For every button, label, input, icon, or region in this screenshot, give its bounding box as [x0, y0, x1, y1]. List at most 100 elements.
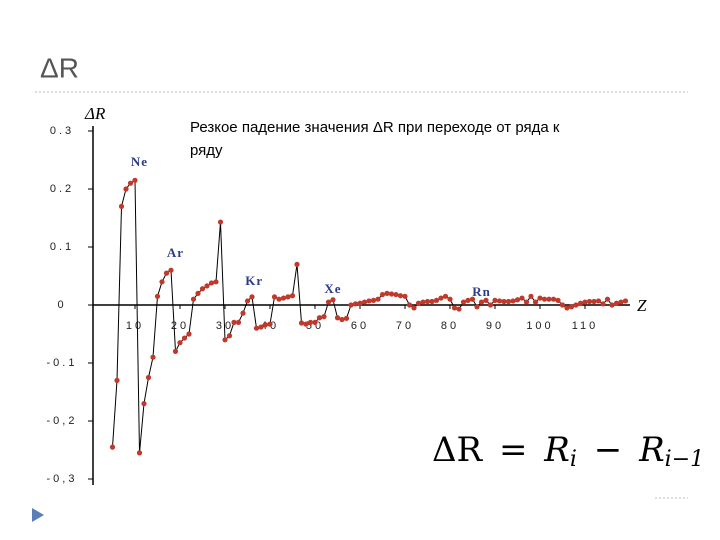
data-point	[469, 296, 476, 302]
data-point	[604, 296, 611, 302]
element-label: Xe	[324, 281, 341, 296]
data-point	[397, 293, 404, 299]
data-point	[258, 324, 264, 330]
data-point	[573, 302, 579, 308]
data-point	[195, 290, 201, 296]
data-point	[609, 302, 615, 308]
y-tick-label: 0.2	[50, 183, 74, 195]
data-point	[168, 267, 174, 273]
data-point	[577, 300, 584, 306]
data-point	[474, 304, 480, 310]
data-point	[325, 299, 332, 305]
data-point	[190, 296, 197, 302]
data-point	[249, 294, 255, 300]
data-point	[478, 299, 485, 305]
slide-title: ΔR	[40, 52, 79, 83]
data-point	[568, 304, 575, 310]
x-tick-label: 90	[486, 320, 504, 332]
data-point	[213, 279, 219, 285]
data-point	[460, 299, 467, 305]
data-point	[208, 280, 215, 286]
data-point	[276, 296, 282, 302]
element-label: Rn	[472, 284, 491, 299]
data-point	[429, 298, 435, 305]
data-point	[181, 335, 188, 341]
data-point	[222, 337, 228, 343]
data-point	[150, 354, 156, 360]
data-point	[528, 293, 534, 299]
formula: ΔR = Ri − Ri−1	[432, 430, 704, 478]
data-point	[546, 296, 552, 302]
data-point	[136, 450, 143, 456]
data-point	[141, 401, 147, 407]
data-point	[406, 302, 413, 308]
data-point	[622, 298, 629, 304]
formula-part: ΔR	[432, 430, 484, 470]
data-point	[271, 294, 278, 300]
data-point	[298, 320, 305, 326]
y-axis-label: ΔR	[84, 104, 106, 123]
annotation: Резкое падение значения ΔR при переходе …	[190, 119, 560, 136]
data-point	[523, 299, 530, 305]
data-point	[235, 319, 242, 325]
x-tick-label: 10	[126, 320, 144, 332]
element-label: Kr	[245, 273, 263, 288]
data-point	[294, 261, 300, 267]
formula-part: i	[570, 447, 577, 472]
data-point	[361, 299, 368, 305]
data-point	[465, 297, 471, 303]
formula-part: =	[499, 430, 528, 470]
data-point	[132, 177, 138, 183]
data-point	[127, 180, 134, 186]
data-point	[379, 291, 386, 298]
data-point	[456, 306, 462, 312]
data-point	[586, 298, 593, 305]
data-point	[496, 298, 503, 304]
data-point	[280, 295, 287, 301]
data-line	[112, 179, 626, 453]
data-point	[514, 297, 521, 303]
x-axis-label: Z	[637, 296, 647, 315]
data-point	[618, 299, 624, 305]
data-point	[159, 279, 165, 285]
data-point	[262, 322, 269, 328]
data-point	[307, 319, 314, 325]
annotation: ряду	[190, 142, 223, 159]
data-point	[316, 315, 323, 321]
formula-part: i−1	[665, 447, 704, 472]
x-tick-label: 80	[441, 320, 459, 332]
formula-part: −	[594, 430, 623, 470]
data-point	[492, 297, 498, 303]
data-point	[145, 374, 152, 381]
y-tick-label: 0	[57, 299, 66, 311]
data-point	[217, 219, 224, 225]
data-point	[199, 286, 206, 292]
data-point	[483, 297, 489, 303]
x-tick-label: 60	[351, 320, 369, 332]
y-tick-label: -0,3	[47, 473, 78, 485]
formula-part: R	[543, 430, 570, 470]
data-point	[447, 296, 453, 302]
formula-part: R	[638, 430, 665, 470]
data-point	[420, 299, 426, 305]
data-point	[424, 298, 431, 305]
x-tick-label: 110	[572, 320, 599, 332]
data-point	[375, 296, 381, 302]
data-point	[352, 301, 359, 307]
x-tick-label: 30	[216, 320, 234, 332]
data-point	[505, 298, 512, 305]
data-point	[550, 296, 557, 302]
data-point	[321, 314, 327, 320]
data-point	[402, 293, 408, 299]
data-point	[600, 301, 606, 307]
data-point	[451, 305, 458, 311]
data-point	[109, 444, 116, 450]
y-tick-label: 0.1	[50, 241, 74, 253]
data-point	[231, 319, 237, 325]
data-point	[537, 295, 543, 301]
data-point	[343, 315, 350, 321]
data-point	[564, 305, 570, 311]
data-point	[384, 290, 390, 296]
data-point	[253, 325, 260, 331]
data-point	[267, 321, 273, 327]
